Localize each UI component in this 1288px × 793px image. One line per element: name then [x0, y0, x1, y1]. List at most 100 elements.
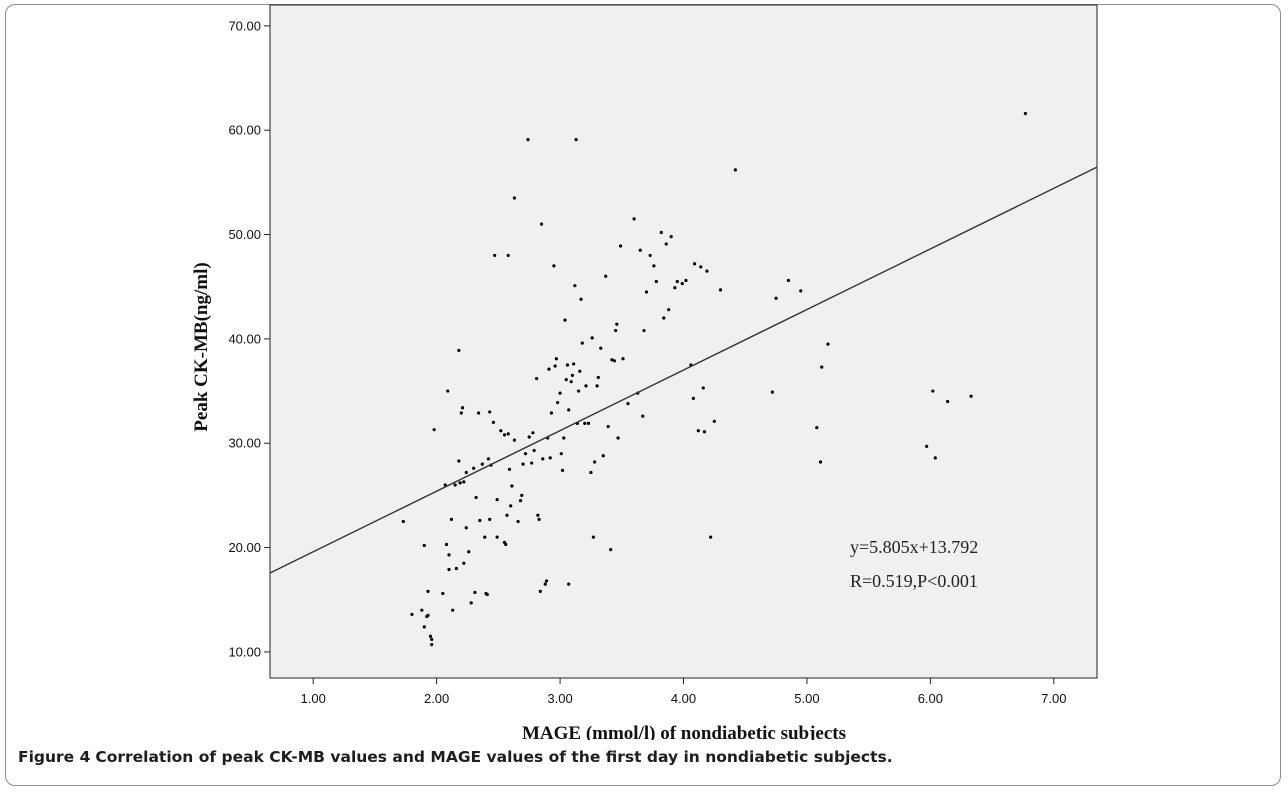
scatter-point	[593, 460, 596, 463]
scatter-point	[613, 359, 616, 362]
x-tick-label: 3.00	[547, 691, 572, 706]
scatter-point	[665, 242, 668, 245]
scatter-point	[562, 436, 565, 439]
scatter-point	[575, 138, 578, 141]
scatter-point	[684, 279, 687, 282]
scatter-point	[619, 244, 622, 247]
scatter-point	[503, 433, 506, 436]
scatter-point	[481, 463, 484, 466]
scatter-point	[508, 468, 511, 471]
scatter-point	[528, 435, 531, 438]
scatter-point	[597, 376, 600, 379]
scatter-point	[570, 380, 573, 383]
scatter-point	[702, 386, 705, 389]
scatter-point	[642, 329, 645, 332]
scatter-point	[676, 280, 679, 283]
scatter-point	[713, 420, 716, 423]
scatter-point	[925, 445, 928, 448]
x-tick-label: 6.00	[918, 691, 943, 706]
x-tick-label: 4.00	[671, 691, 696, 706]
scatter-point	[561, 469, 564, 472]
scatter-point	[473, 591, 476, 594]
scatter-point	[513, 196, 516, 199]
scatter-point	[649, 254, 652, 257]
scatter-point	[499, 429, 502, 432]
scatter-point	[633, 217, 636, 220]
scatter-point	[540, 223, 543, 226]
scatter-point	[488, 410, 491, 413]
scatter-point	[566, 363, 569, 366]
scatter-point	[426, 614, 429, 617]
scatter-point	[774, 297, 777, 300]
figure-caption: Figure 4 Correlation of peak CK-MB value…	[18, 748, 893, 766]
scatter-point	[604, 275, 607, 278]
scatter-point	[472, 467, 475, 470]
scatter-point	[699, 265, 702, 268]
scatter-point	[492, 421, 495, 424]
scatter-point	[461, 406, 464, 409]
scatter-point	[507, 254, 510, 257]
scatter-point	[614, 329, 617, 332]
scatter-point	[521, 463, 524, 466]
scatter-point	[454, 483, 457, 486]
scatter-point	[535, 377, 538, 380]
scatter-point	[510, 484, 513, 487]
figure-label: Figure 4	[18, 748, 90, 766]
scatter-point	[526, 138, 529, 141]
scatter-point	[645, 290, 648, 293]
scatter-point	[544, 582, 547, 585]
scatter-point	[673, 286, 676, 289]
x-tick-label: 1.00	[301, 691, 326, 706]
scatter-point	[493, 254, 496, 257]
scatter-point	[531, 431, 534, 434]
equation-annotation: y=5.805x+13.792	[850, 537, 978, 557]
scatter-point	[486, 593, 489, 596]
scatter-point	[572, 362, 575, 365]
scatter-point	[430, 638, 433, 641]
scatter-point	[462, 562, 465, 565]
scatter-point	[591, 336, 594, 339]
scatter-point	[483, 536, 486, 539]
scatter-point	[547, 368, 550, 371]
scatter-point	[520, 494, 523, 497]
scatter-point	[602, 454, 605, 457]
scatter-point	[423, 625, 426, 628]
scatter-point	[787, 279, 790, 282]
scatter-point	[592, 536, 595, 539]
scatter-point	[578, 370, 581, 373]
scatter-point	[567, 408, 570, 411]
scatter-point	[402, 520, 405, 523]
scatter-point	[433, 428, 436, 431]
scatter-point	[457, 459, 460, 462]
scatter-point	[555, 357, 558, 360]
scatter-point	[607, 425, 610, 428]
scatter-point	[536, 514, 539, 517]
y-axis-title: Peak CK-MB(ng/ml)	[191, 262, 212, 431]
caption-text: Correlation of peak CK-MB values and MAG…	[95, 748, 892, 766]
scatter-point	[462, 480, 465, 483]
scatter-point	[552, 264, 555, 267]
scatter-point	[584, 384, 587, 387]
scatter-point	[410, 613, 413, 616]
scatter-point	[560, 452, 563, 455]
scatter-point	[488, 518, 491, 521]
x-tick-label: 2.00	[424, 691, 449, 706]
scatter-point	[583, 422, 586, 425]
scatter-point	[447, 568, 450, 571]
y-tick-label: 70.00	[228, 18, 261, 33]
scatter-point	[541, 457, 544, 460]
scatter-point	[465, 526, 468, 529]
correlation-annotation: R=0.519,P<0.001	[850, 571, 978, 591]
scatter-point	[969, 395, 972, 398]
scatter-point	[641, 415, 644, 418]
scatter-point	[445, 543, 448, 546]
scatter-point	[420, 609, 423, 612]
scatter-point	[589, 471, 592, 474]
scatter-point	[626, 402, 629, 405]
scatter-point	[565, 378, 568, 381]
scatter-point	[934, 456, 937, 459]
x-axis-title: MAGE (mmol/l) of nondiabetic subjects	[522, 723, 846, 740]
scatter-point	[550, 411, 553, 414]
scatter-point	[554, 364, 557, 367]
scatter-point	[573, 284, 576, 287]
